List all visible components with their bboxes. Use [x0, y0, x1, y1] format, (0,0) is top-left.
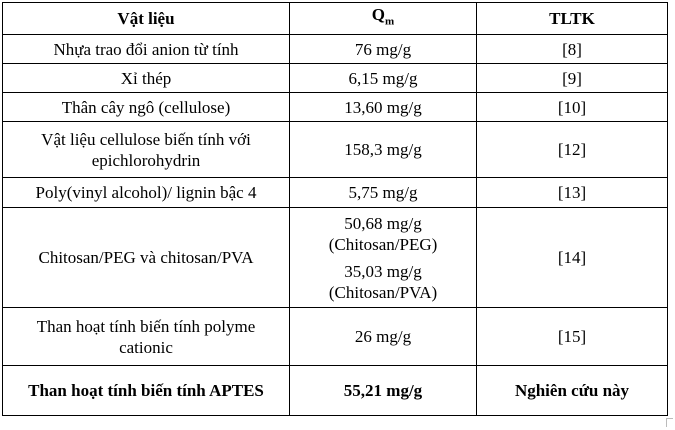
- header-ref: TLTK: [476, 2, 668, 35]
- cell-ref: [8]: [476, 34, 668, 64]
- header-q-label: Q: [371, 5, 386, 25]
- table-header-row: Vật liệu Qm TLTK: [2, 2, 668, 35]
- q-note: (Chitosan/PVA): [328, 282, 438, 302]
- cell-material: Nhựa trao đổi anion từ tính: [2, 34, 290, 64]
- cell-q: 26 mg/g: [289, 307, 477, 366]
- header-q-subscript: m: [385, 15, 395, 28]
- cell-ref: Nghiên cứu này: [476, 365, 668, 416]
- q-value: 50,68 mg/g: [344, 213, 422, 233]
- page-corner-mark: [666, 418, 673, 427]
- cell-ref: [9]: [476, 63, 668, 93]
- cell-ref: [13]: [476, 177, 668, 208]
- cell-material: Thân cây ngô (cellulose): [2, 92, 290, 122]
- cell-q: 13,60 mg/g: [289, 92, 477, 122]
- table-row: Nhựa trao đổi anion từ tính 76 mg/g [8]: [2, 34, 668, 64]
- q-note: (Chitosan/PEG): [328, 234, 438, 254]
- cell-q: 6,15 mg/g: [289, 63, 477, 93]
- header-material: Vật liệu: [2, 2, 290, 35]
- cell-ref: [12]: [476, 121, 668, 178]
- cell-material: Than hoạt tính biến tính APTES: [2, 365, 290, 416]
- table-row: Vật liệu cellulose biến tính với epichlo…: [2, 121, 668, 178]
- cell-q: 55,21 mg/g: [289, 365, 477, 416]
- header-q: Qm: [289, 2, 477, 35]
- table-row: Thân cây ngô (cellulose) 13,60 mg/g [10]: [2, 92, 668, 122]
- cell-ref: [10]: [476, 92, 668, 122]
- cell-ref: [15]: [476, 307, 668, 366]
- comparison-table: Vật liệu Qm TLTK Nhựa trao đổi anion từ …: [2, 2, 668, 416]
- cell-material: Xỉ thép: [2, 63, 290, 93]
- cell-material: Poly(vinyl alcohol)/ lignin bậc 4: [2, 177, 290, 208]
- cell-material: Vật liệu cellulose biến tính với epichlo…: [2, 121, 290, 178]
- cell-q: 158,3 mg/g: [289, 121, 477, 178]
- table-row: Chitosan/PEG và chitosan/PVA 50,68 mg/g …: [2, 207, 668, 308]
- q-value: 35,03 mg/g: [344, 261, 422, 281]
- table-row-this-study: Than hoạt tính biến tính APTES 55,21 mg/…: [2, 365, 668, 416]
- cell-material: Chitosan/PEG và chitosan/PVA: [2, 207, 290, 308]
- cell-material: Than hoạt tính biến tính polyme cationic: [2, 307, 290, 366]
- cell-q: 50,68 mg/g (Chitosan/PEG) 35,03 mg/g (Ch…: [289, 207, 477, 308]
- table-row: Xỉ thép 6,15 mg/g [9]: [2, 63, 668, 93]
- table-row: Poly(vinyl alcohol)/ lignin bậc 4 5,75 m…: [2, 177, 668, 208]
- cell-ref: [14]: [476, 207, 668, 308]
- cell-q: 76 mg/g: [289, 34, 477, 64]
- table-row: Than hoạt tính biến tính polyme cationic…: [2, 307, 668, 366]
- cell-q: 5,75 mg/g: [289, 177, 477, 208]
